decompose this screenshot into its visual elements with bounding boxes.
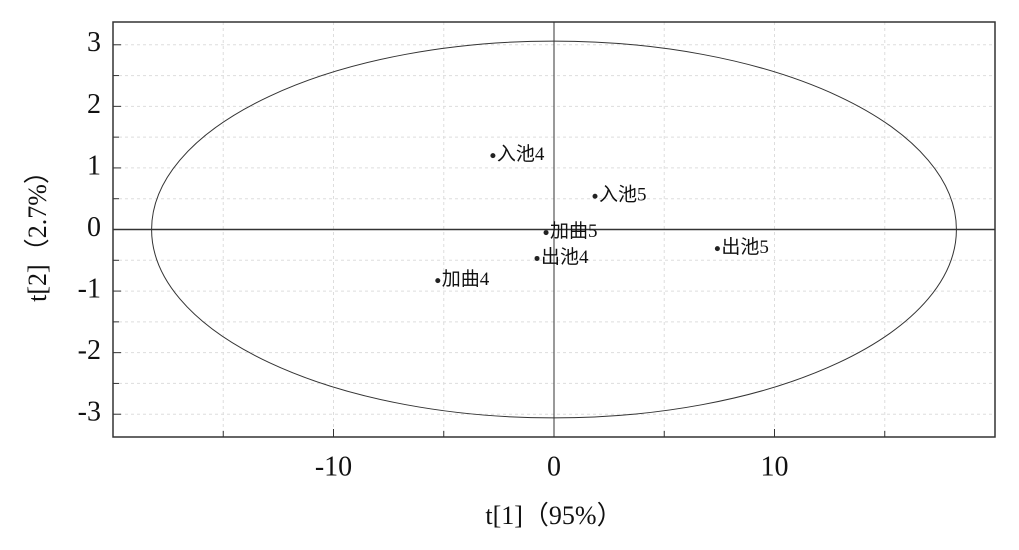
- point: [543, 230, 549, 236]
- confidence-ellipse: [151, 40, 957, 419]
- point: [714, 246, 720, 252]
- point: [490, 153, 496, 159]
- point: [592, 193, 598, 199]
- y-tick-label: -3: [78, 397, 101, 428]
- point-label: 入池4: [497, 143, 545, 165]
- x-axis-title: t[1]（95%）: [485, 501, 622, 530]
- y-tick-label: 2: [87, 89, 101, 120]
- point: [435, 278, 441, 284]
- point-label: 出池5: [721, 236, 769, 258]
- y-tick-label: 3: [87, 27, 101, 58]
- y-tick-label: 0: [87, 212, 101, 243]
- y-axis-title: t[2]（2.7%）: [23, 158, 52, 302]
- x-tick-label: 0: [547, 451, 561, 482]
- x-tick-label: 10: [761, 451, 789, 482]
- y-tick-label: 1: [87, 150, 101, 181]
- point-label: 加曲5: [550, 220, 598, 242]
- point-label: 入池5: [599, 184, 647, 206]
- point-label: 加曲4: [442, 268, 490, 290]
- x-tick-label: -10: [315, 451, 352, 482]
- point: [534, 255, 540, 261]
- y-tick-label: -2: [78, 335, 101, 366]
- point-label: 出池4: [541, 246, 589, 268]
- y-tick-label: -1: [78, 273, 101, 304]
